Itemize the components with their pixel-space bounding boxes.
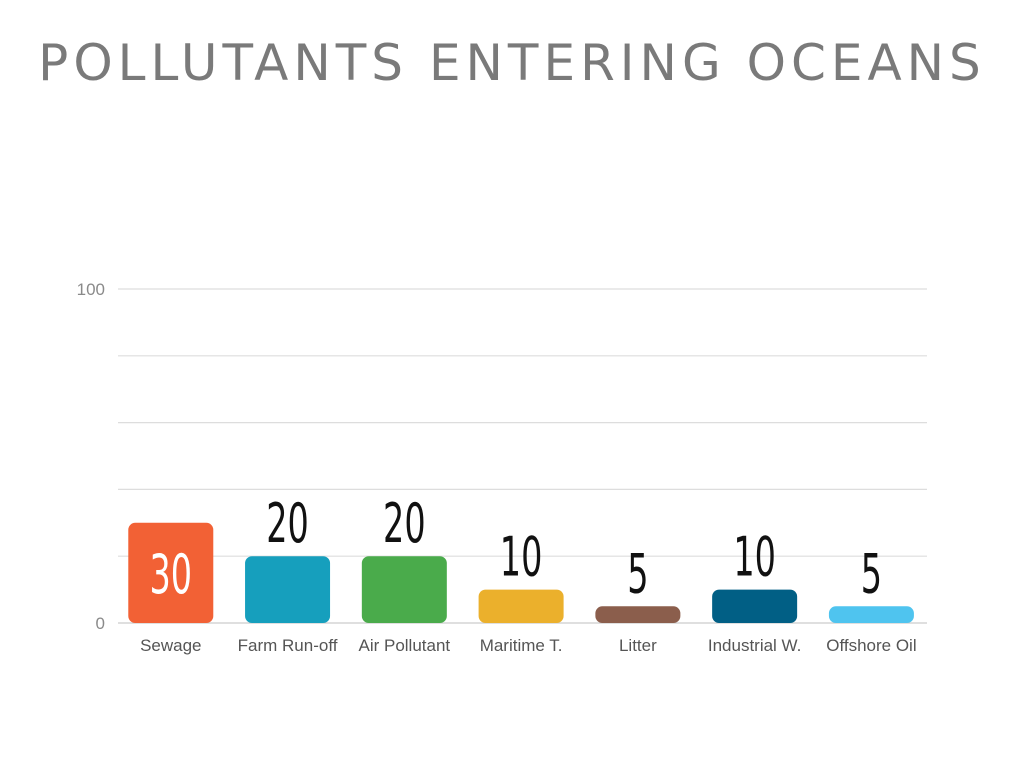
x-category-label: Air Pollutant bbox=[358, 636, 450, 655]
chart-title: POLLUTANTS ENTERING OCEANS bbox=[38, 34, 986, 92]
x-category-label: Sewage bbox=[140, 636, 201, 655]
y-tick-label: 0 bbox=[96, 614, 105, 633]
bar-value-label: 10 bbox=[733, 525, 776, 589]
bar bbox=[478, 589, 564, 623]
bar-value-label: 30 bbox=[149, 542, 192, 606]
bar-value-label: 5 bbox=[861, 542, 882, 606]
x-category-label: Industrial W. bbox=[708, 636, 802, 655]
bar-value-label: 5 bbox=[627, 542, 648, 606]
x-category-label: Offshore Oil bbox=[826, 636, 916, 655]
x-category-label: Litter bbox=[619, 636, 657, 655]
bar bbox=[828, 606, 914, 623]
y-tick-label: 100 bbox=[77, 280, 105, 299]
bar-value-label: 10 bbox=[500, 525, 543, 589]
bar bbox=[712, 589, 798, 623]
bar bbox=[245, 556, 331, 623]
bar bbox=[361, 556, 447, 623]
bar bbox=[128, 522, 214, 623]
x-category-label: Maritime T. bbox=[480, 636, 563, 655]
bar bbox=[595, 606, 681, 623]
bar-value-label: 20 bbox=[266, 492, 309, 556]
bar-value-label: 20 bbox=[383, 492, 426, 556]
x-category-label: Farm Run-off bbox=[238, 636, 338, 655]
